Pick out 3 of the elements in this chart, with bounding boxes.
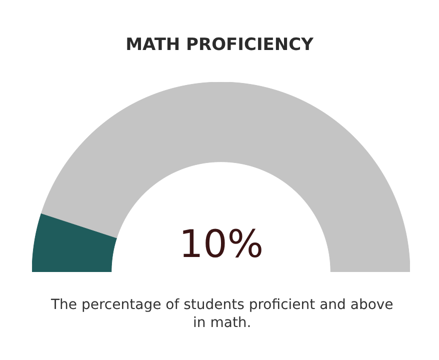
chart-title: MATH PROFICIENCY xyxy=(126,34,314,55)
text: 10% xyxy=(179,222,264,266)
text: The percentage of students proficient and above in math. xyxy=(50,297,394,332)
